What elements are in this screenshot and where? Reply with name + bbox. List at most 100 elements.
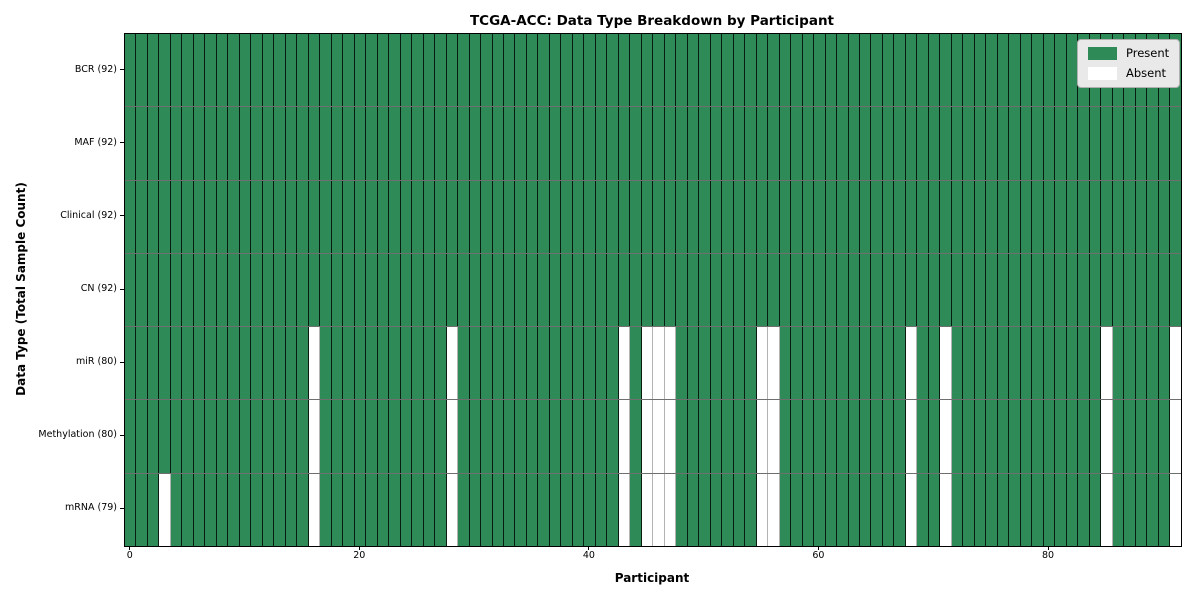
matrix-cell <box>1170 107 1181 180</box>
matrix-cell <box>745 180 757 253</box>
matrix-cell <box>1147 107 1159 180</box>
y-tick-mark <box>120 507 124 509</box>
matrix-cell <box>285 180 298 253</box>
matrix-cell <box>1066 400 1079 473</box>
matrix-cell <box>526 253 539 327</box>
matrix-cell <box>458 400 470 473</box>
matrix-cell <box>458 253 470 327</box>
matrix-cell <box>928 180 941 253</box>
matrix-cell <box>377 180 390 253</box>
matrix-cell <box>699 400 711 473</box>
matrix-cell <box>653 473 665 546</box>
matrix-cell <box>722 180 734 253</box>
matrix-cell <box>905 327 918 400</box>
matrix-cell <box>1020 327 1033 400</box>
matrix-cell <box>664 107 677 180</box>
matrix-cell <box>159 400 171 473</box>
matrix-cell <box>446 180 459 253</box>
matrix-cell <box>745 473 757 546</box>
matrix-cell <box>1055 253 1067 327</box>
matrix-cell <box>481 107 493 180</box>
matrix-cell <box>825 107 838 180</box>
matrix-cell <box>377 107 390 180</box>
matrix-cell <box>699 34 711 107</box>
matrix-cell <box>182 400 194 473</box>
matrix-cell <box>963 107 975 180</box>
matrix-cell <box>722 107 734 180</box>
matrix-cell <box>549 253 562 327</box>
matrix-cell <box>469 400 482 473</box>
matrix-cell <box>389 107 401 180</box>
matrix-cell <box>860 107 872 180</box>
y-tick-mark <box>120 434 124 436</box>
matrix-cell <box>618 327 631 400</box>
matrix-cell <box>503 473 516 546</box>
matrix-cell <box>595 253 608 327</box>
matrix-cell <box>423 107 436 180</box>
matrix-cell <box>653 253 665 327</box>
matrix-cell <box>607 327 619 400</box>
matrix-cell <box>274 400 286 473</box>
matrix-cell <box>412 327 424 400</box>
matrix-cell <box>860 473 872 546</box>
matrix-cell <box>366 34 378 107</box>
x-tick-label: 60 <box>812 550 825 561</box>
matrix-cell <box>446 253 459 327</box>
matrix-cell <box>779 34 792 107</box>
matrix-cell <box>216 180 229 253</box>
matrix-cell <box>825 473 838 546</box>
matrix-cell <box>894 34 906 107</box>
matrix-cell <box>951 180 964 253</box>
matrix-cell <box>412 34 424 107</box>
y-tick-label: Methylation (80) <box>38 429 117 441</box>
matrix-cell <box>354 473 367 546</box>
matrix-cell <box>297 180 309 253</box>
matrix-cell <box>297 327 309 400</box>
matrix-cell <box>216 34 229 107</box>
matrix-cell <box>951 473 964 546</box>
matrix-cell <box>561 34 573 107</box>
matrix-cell <box>1101 107 1113 180</box>
matrix-cell <box>389 34 401 107</box>
legend-label: Absent <box>1126 66 1167 80</box>
matrix-cell <box>1147 400 1159 473</box>
matrix-cell <box>251 107 263 180</box>
matrix-cell <box>285 253 298 327</box>
matrix-cell <box>343 34 355 107</box>
matrix-cell <box>814 253 826 327</box>
matrix-cell <box>377 34 390 107</box>
y-tick-label: mRNA (79) <box>65 502 117 514</box>
matrix-cell <box>469 327 482 400</box>
matrix-cell <box>446 107 459 180</box>
matrix-cell <box>377 253 390 327</box>
matrix-cell <box>1101 253 1113 327</box>
matrix-cell <box>928 473 941 546</box>
matrix-cell <box>389 473 401 546</box>
matrix-cell <box>262 327 275 400</box>
matrix-cell <box>618 400 631 473</box>
matrix-cell <box>641 180 654 253</box>
matrix-cell <box>343 253 355 327</box>
matrix-cell <box>986 107 998 180</box>
matrix-cell <box>802 473 815 546</box>
x-tick-mark <box>129 546 131 550</box>
matrix-cell <box>526 34 539 107</box>
y-tick-mark <box>120 69 124 71</box>
matrix-cell <box>159 253 171 327</box>
matrix-cell <box>435 327 447 400</box>
matrix-cell <box>917 253 929 327</box>
matrix-cell <box>871 253 883 327</box>
matrix-cell <box>1032 253 1044 327</box>
matrix-cell <box>1055 400 1067 473</box>
matrix-cell <box>1147 253 1159 327</box>
matrix-cell <box>882 34 895 107</box>
matrix-cell <box>412 107 424 180</box>
matrix-cell <box>572 180 585 253</box>
matrix-cell <box>1112 180 1125 253</box>
matrix-cell <box>779 180 792 253</box>
matrix-cell <box>814 107 826 180</box>
matrix-cell <box>1043 107 1056 180</box>
matrix-cell <box>320 400 332 473</box>
matrix-cell <box>481 473 493 546</box>
matrix-cell <box>768 400 780 473</box>
